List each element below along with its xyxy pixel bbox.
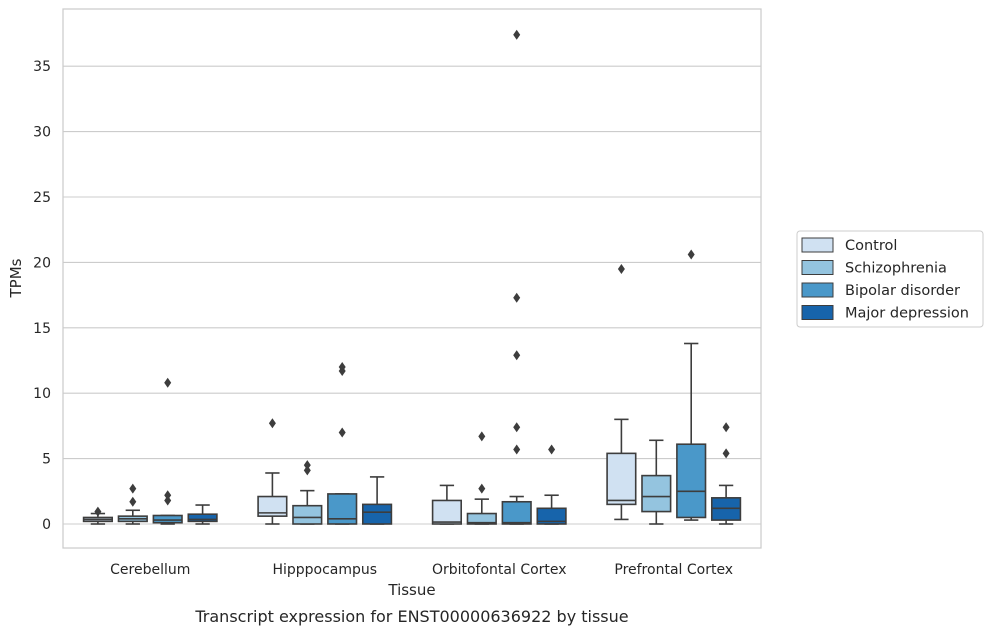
y-tick-label: 35 xyxy=(33,59,51,75)
legend-label: Control xyxy=(845,238,897,254)
box-0-1 xyxy=(257,418,288,525)
box-1-2 xyxy=(466,431,497,525)
box-body xyxy=(257,495,288,517)
box-3-3 xyxy=(710,422,742,525)
x-tick-label: Prefrontal Cortex xyxy=(614,562,733,578)
boxes xyxy=(82,29,742,525)
box-3-0 xyxy=(187,504,218,525)
outlier-point xyxy=(338,362,346,373)
outlier-point xyxy=(268,418,276,429)
box-2-2 xyxy=(501,29,532,525)
outlier-point xyxy=(478,431,486,442)
outlier-point xyxy=(164,377,172,388)
outlier-point xyxy=(129,483,137,494)
legend: Control Schizophrenia Bipolar disorder Majo… xyxy=(796,230,984,328)
outlier-point xyxy=(303,465,311,476)
y-tick-label: 10 xyxy=(33,386,51,402)
outlier-point xyxy=(338,427,346,438)
box-3-1 xyxy=(361,476,393,525)
gridlines xyxy=(63,65,761,525)
y-tick-label: 20 xyxy=(33,255,51,271)
y-tick-label: 0 xyxy=(42,517,51,533)
x-tick-label: Hipppocampus xyxy=(272,562,377,578)
box-0-0 xyxy=(82,506,114,525)
box-body xyxy=(292,504,323,525)
outlier-point xyxy=(303,460,311,471)
x-tick-label: Orbitofontal Cortex xyxy=(432,562,567,578)
y-tick-label: 15 xyxy=(33,321,51,337)
outlier-point xyxy=(722,448,730,459)
chart-caption: Transcript expression for ENST0000063692… xyxy=(194,607,628,626)
box-body xyxy=(361,503,393,525)
legend-swatch xyxy=(801,305,834,320)
box-body xyxy=(152,514,183,524)
box-body xyxy=(187,513,218,523)
y-tick-label: 25 xyxy=(33,190,51,206)
y-tick-label: 30 xyxy=(33,125,51,141)
legend-label: Bipolar disorder xyxy=(845,283,960,299)
outlier-point xyxy=(129,496,137,507)
legend-swatch xyxy=(801,282,834,298)
legend-frame xyxy=(796,230,984,328)
outlier-point xyxy=(94,506,102,517)
plot-frame xyxy=(62,8,762,549)
box-body xyxy=(501,500,532,525)
legend-label: Schizophrenia xyxy=(845,261,947,277)
box-body xyxy=(536,507,567,525)
box-1-0 xyxy=(117,483,148,525)
box-0-2 xyxy=(431,484,463,525)
y-axis-label: TPMs xyxy=(7,258,25,298)
box-2-1 xyxy=(327,362,358,525)
outlier-point xyxy=(513,29,521,40)
outlier-point xyxy=(513,422,521,433)
legend-swatch xyxy=(801,260,834,275)
outlier-point xyxy=(548,444,556,455)
box-1-3 xyxy=(641,439,672,525)
outlier-point xyxy=(164,490,172,501)
x-tick-label: Cerebellum xyxy=(110,562,190,578)
box-0-3 xyxy=(606,263,637,521)
box-2-3 xyxy=(676,249,707,521)
box-body xyxy=(431,499,463,525)
legend-swatch xyxy=(801,237,834,253)
box-body xyxy=(676,443,707,519)
outlier-point xyxy=(722,422,730,433)
box-2-0 xyxy=(152,377,183,525)
outlier-point xyxy=(617,263,625,274)
outlier-point xyxy=(513,292,521,303)
legend-label: Major depression xyxy=(845,306,969,322)
x-tick-labels: Cerebellum Hipppocampus Orbitofontal Corte… xyxy=(110,562,733,578)
outlier-point xyxy=(513,350,521,361)
outlier-point xyxy=(513,444,521,455)
box-3-2 xyxy=(536,444,567,525)
x-axis-label: Tissue xyxy=(387,581,435,599)
outlier-point xyxy=(478,483,486,494)
box-body xyxy=(641,474,672,513)
outlier-point xyxy=(164,495,172,506)
box-body xyxy=(466,512,497,525)
box-body xyxy=(606,452,637,506)
y-tick-labels: 0 5 10 15 20 25 30 35 xyxy=(33,59,51,533)
box-1-1 xyxy=(292,460,323,525)
outlier-point xyxy=(687,249,695,260)
y-tick-label: 5 xyxy=(42,452,51,468)
